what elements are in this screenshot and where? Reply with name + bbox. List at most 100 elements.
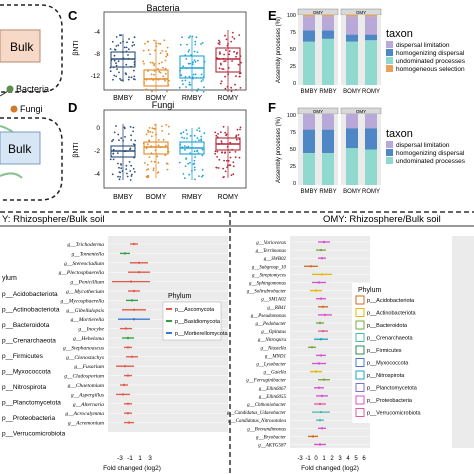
jitter-point [151,61,154,64]
bl-xtick-4: 3 [148,455,152,462]
jitter-point [125,63,128,66]
bl-xtick-3: 1 [138,455,142,462]
jitter-point [221,151,223,154]
jitter-point [196,129,199,132]
jitter-point [118,139,120,142]
jitter-point [157,161,160,164]
jitter-point [239,75,241,78]
jitter-point [202,174,204,177]
panel-d-title: Fungi [152,100,175,110]
jitter-point [220,82,222,85]
jitter-point [157,42,160,45]
jitter-point [124,136,126,138]
jitter-point [157,68,159,70]
jitter-point [219,131,222,134]
jitter-point [232,165,235,168]
jitter-point [229,156,232,159]
jitter-point [162,75,165,78]
genus-label: g__Ferruginibacter [246,379,286,384]
jitter-point [189,161,191,164]
jitter-point [239,126,242,129]
fold-change-point [318,419,322,422]
stack-segment [322,153,334,185]
genus-label: g__Gibellulopsis [66,308,104,314]
jitter-point [231,31,234,34]
jitter-point [127,78,130,81]
jitter-point [188,49,191,51]
panel-e-xtick-4: ROMY [362,89,380,95]
phylum-legend-swatch [355,295,365,305]
genus-label: g__Variovorax [256,241,287,246]
stack-segment [346,16,358,35]
bl-xtick-1: -3 [117,455,123,462]
jitter-point [235,138,238,141]
jitter-point [187,145,190,148]
jitter-point [203,86,205,89]
fold-change-point [121,393,125,396]
jitter-point [132,41,134,44]
jitter-point [133,36,136,39]
jitter-point [119,42,122,44]
phylum-item: p__Proteobacteria [2,415,56,422]
panel-e-legend-swatch-3 [386,57,393,64]
br-xtick: 3 [338,456,342,462]
fold-change-point [314,289,318,292]
jitter-point [196,90,199,92]
jitter-point [201,168,204,171]
jitter-point [215,134,218,137]
jitter-point [232,161,235,164]
jitter-point [148,139,151,142]
bulk-box-bottom [0,131,41,165]
jitter-point [132,168,135,170]
jitter-point [239,128,241,131]
genus-label: g__Tomentella [72,251,105,257]
jitter-point [194,40,197,43]
jitter-point [159,71,162,74]
jitter-point [109,158,112,161]
fold-change-point [319,297,323,300]
jitter-point [167,125,170,128]
jitter-point [131,44,134,47]
panel-e-xtick-1: BMBY [300,89,317,95]
fold-change-point [322,240,326,244]
schematic-strip: Bulk Bacteria Fungi Bulk [0,4,63,201]
fungi-legend-3: p__Mortierellomycota [175,331,229,337]
jitter-point [181,136,183,139]
jitter-point [230,40,233,43]
jitter-point [234,151,237,153]
panel-e-facet-label-2: OMY [356,10,366,15]
jitter-point [130,134,133,137]
fold-change-point [124,327,128,330]
jitter-point [193,150,196,153]
fold-change-point [137,261,141,264]
jitter-point [126,41,128,44]
jitter-point [132,130,135,133]
phylum-item: p__Bacteroidota [2,322,50,329]
jitter-point [154,49,156,52]
panel-c-ytick-3: -12 [91,73,101,80]
stack-segment [346,41,358,85]
jitter-point [192,73,195,76]
panel-e-legend-swatch-1 [386,41,393,48]
panel-c-xtick-1: BMBY [113,95,133,102]
jitter-point [238,72,241,75]
phylum-legend-item: p__Verrucomicrobiota [367,411,421,417]
panel-c-xtick-4: ROMY [218,95,239,102]
box [143,141,169,155]
jitter-point [193,50,196,53]
fold-change-point [309,265,313,268]
jitter-point [125,46,128,49]
genus-label: g__Mycosphaerella [61,298,105,304]
jitter-point [161,130,164,132]
jitter-point [142,60,145,63]
phylum-legend-item: p__Proteobacteria [367,398,413,404]
jitter-point [146,176,149,179]
jitter-point [193,166,196,169]
panel-f-legend-swatch-3 [386,157,393,164]
fold-change-point [319,410,323,414]
panel-d-plot-area [103,109,247,189]
bulk-label-bottom: Bulk [8,142,32,156]
stack-segment [365,40,377,85]
jitter-point [166,168,169,171]
